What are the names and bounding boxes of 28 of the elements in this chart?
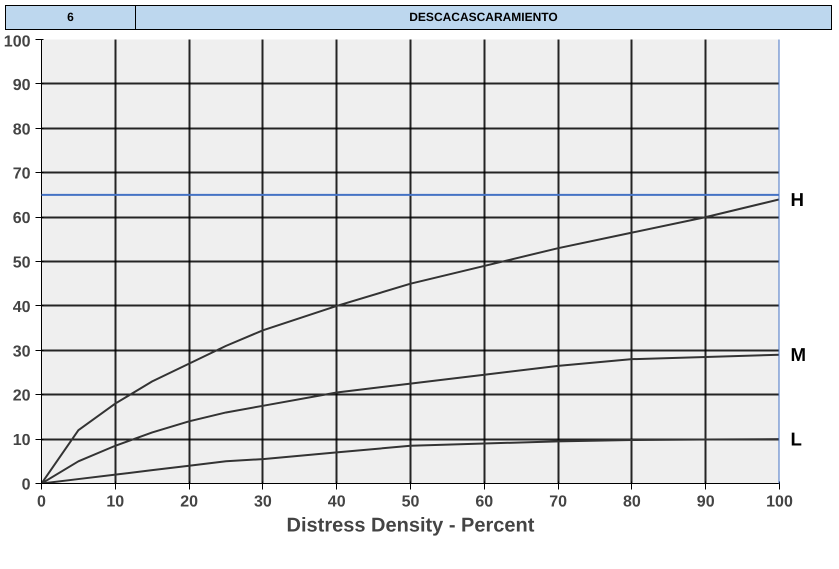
y-tick-label: 40 <box>12 298 31 316</box>
y-tick-label: 70 <box>12 166 31 183</box>
y-tick-label: 10 <box>12 432 31 450</box>
series-label: M <box>790 344 806 366</box>
x-tick-label: 50 <box>402 494 420 510</box>
x-axis-title: Distress Density - Percent <box>286 514 535 536</box>
x-tick-label: 10 <box>106 494 124 510</box>
x-tick-label: 40 <box>328 494 346 510</box>
y-tick-label: 100 <box>4 34 31 50</box>
series-label: L <box>790 428 802 450</box>
x-tick-label: 100 <box>766 494 793 510</box>
text: 6 <box>6 6 136 30</box>
chart-title: DESCACASCARAMIENTO <box>408 9 559 26</box>
x-tick-label: 80 <box>623 494 641 510</box>
x-tick-label: 0 <box>37 494 46 510</box>
x-tick-label: 30 <box>254 494 272 510</box>
series-label: H <box>790 188 804 210</box>
y-tick-label: 20 <box>12 388 31 405</box>
x-tick-label: 70 <box>549 494 568 510</box>
x-tick-label: 90 <box>696 494 715 510</box>
y-tick-label: 50 <box>12 254 31 272</box>
y-tick-label: 80 <box>12 121 31 138</box>
x-tick-label: 20 <box>180 494 198 510</box>
y-tick-label: 90 <box>12 76 31 94</box>
y-tick-label: 0 <box>22 476 31 494</box>
y-tick-label: 30 <box>12 343 31 360</box>
x-tick-label: 60 <box>475 494 494 510</box>
y-tick-label: 60 <box>12 210 31 228</box>
